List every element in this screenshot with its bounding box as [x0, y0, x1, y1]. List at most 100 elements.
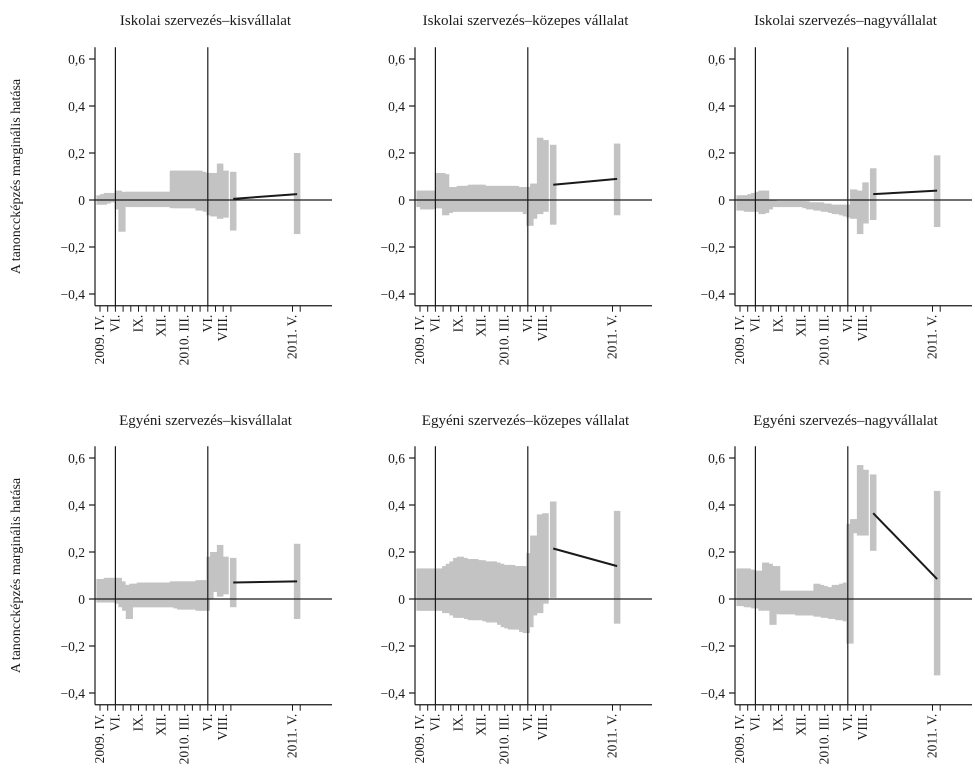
trend-line [553, 177, 618, 186]
ci-bar [467, 184, 475, 212]
ci-bar [828, 587, 836, 619]
ci-bar [824, 587, 832, 618]
ci-bar [500, 185, 508, 212]
ci-bar [222, 170, 229, 218]
panel-4: Egyéni szervezés–kisvállalat 0,6 0,4 0,2 0 −0… [9, 413, 332, 764]
ci-bar [111, 192, 119, 202]
x-tick-label: VI. [520, 315, 535, 333]
x-tick-label: VI. [427, 714, 442, 732]
x-tick-label: 2009. IV. [412, 714, 427, 764]
y-tick-label: 0,4 [708, 498, 725, 513]
x-tick-label: 2010. III. [817, 714, 832, 765]
ci-bar [776, 590, 784, 615]
trend-line [233, 193, 298, 200]
x-tick-label: XII. [154, 714, 169, 736]
ci-bar [493, 562, 501, 623]
ci-bar [504, 564, 512, 629]
ci-bar [842, 204, 850, 217]
ci-bar [769, 200, 777, 208]
ci-bar [828, 204, 836, 213]
ci-bar [747, 194, 755, 212]
y-tick-label: −0,4 [381, 686, 406, 701]
ci-bar [478, 560, 486, 621]
x-tick-label: 2010. III. [177, 714, 192, 765]
ci-bar [809, 590, 817, 616]
ci-bar [773, 201, 781, 208]
ci-bar [158, 582, 166, 608]
trend-line [552, 547, 618, 568]
ci-bar [780, 201, 788, 208]
x-tick-label: 2009. IV. [732, 714, 747, 764]
ci-bar [195, 170, 203, 211]
ci-bar [831, 584, 839, 619]
ci-bar [817, 584, 825, 617]
ci-bar [482, 561, 490, 622]
ci-bar [802, 201, 810, 209]
ci-bar [536, 514, 544, 614]
ci-bar [456, 185, 464, 212]
x-tick-label: VI. [747, 315, 762, 333]
ci-bar [791, 201, 799, 208]
ci-bar [180, 581, 188, 610]
x-tick-label: IX. [771, 315, 786, 333]
x-tick-label: 2011. V. [605, 315, 620, 359]
ci-bar [784, 590, 792, 615]
ci-bar [856, 465, 864, 536]
ci-bar [526, 187, 534, 226]
ci-bar [613, 510, 621, 624]
trend-line [873, 189, 938, 196]
ci-bar [835, 584, 843, 621]
ci-bar [784, 201, 792, 208]
ci-bar [475, 184, 483, 212]
ci-bar [460, 185, 468, 212]
trend-line [233, 580, 298, 584]
y-tick-label: 0,2 [68, 146, 85, 161]
ci-bar [464, 185, 472, 212]
ci-bar [846, 523, 854, 644]
y-tick-label: 0,6 [68, 52, 85, 67]
ci-bar [96, 579, 104, 603]
ci-bar [813, 202, 821, 211]
ci-bar [493, 185, 501, 212]
ci-bar [769, 566, 777, 625]
ci-bar [780, 590, 788, 615]
ci-bar [791, 590, 799, 615]
y-tick-label: −0,4 [381, 287, 406, 302]
ci-bar [736, 195, 744, 211]
ci-bar [184, 170, 192, 209]
x-tick-label: VI. [200, 714, 215, 732]
x-tick-label: XII. [794, 315, 809, 337]
ci-bar [199, 580, 207, 611]
y-tick-label: 0,2 [388, 146, 405, 161]
ci-bar [798, 201, 806, 208]
x-tick-label: VIII. [215, 714, 230, 741]
ci-bar [862, 182, 869, 224]
panel-3: Iskolai szervezés–nagyvállalat 0,6 0,4 0,2 0… [701, 13, 972, 365]
ci-bar [765, 563, 773, 611]
ci-bar [420, 568, 428, 611]
x-tick-label: VIII. [855, 315, 870, 342]
y-tick-label: 0,4 [68, 498, 85, 513]
ci-bar [795, 590, 803, 616]
x-tick-label: VIII. [535, 315, 550, 342]
x-tick-label: 2010. III. [497, 315, 512, 366]
ci-bar [423, 568, 431, 611]
ci-bar [191, 170, 199, 209]
ci-bar [809, 202, 817, 210]
panel-2: Iskolai szervezés–közepes vállalat 0,6 0,4… [381, 13, 652, 366]
ci-bar [177, 170, 185, 209]
x-tick-label: 2009. IV. [732, 315, 747, 365]
x-tick-label: 2009. IV. [92, 714, 107, 764]
ci-bar [140, 582, 148, 608]
ci-bar [202, 580, 210, 611]
panel-title: Egyéni szervezés–közepes vállalat [422, 413, 630, 429]
ci-bar [166, 582, 174, 608]
x-tick-label: 2011. V. [925, 315, 940, 359]
ci-bar [740, 568, 748, 607]
ci-bar [758, 570, 766, 611]
ci-bar [530, 183, 538, 219]
y-tick-label: 0,4 [68, 99, 85, 114]
ci-bar [839, 204, 847, 216]
ci-bar [184, 581, 192, 610]
y-tick-label: −0,2 [381, 240, 406, 255]
